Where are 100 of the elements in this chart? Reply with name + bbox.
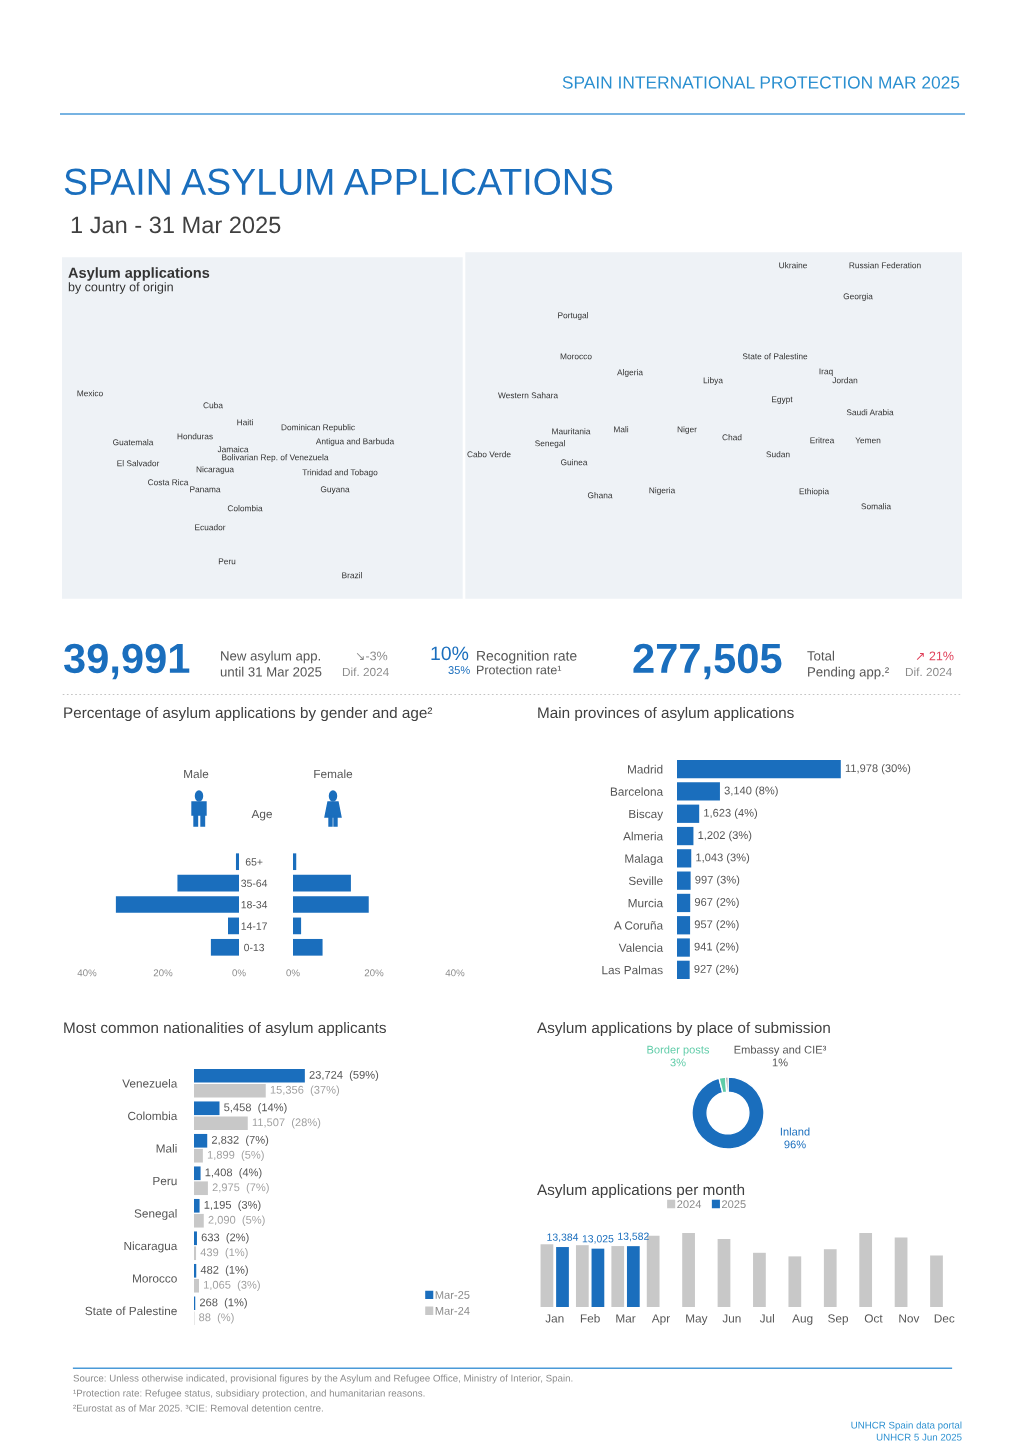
text: Sudan [766, 451, 790, 458]
bar [194, 1148, 203, 1163]
bar [677, 871, 691, 890]
text: 39,991 [63, 643, 190, 680]
text: Ethiopia [799, 488, 830, 496]
text: Protection rate¹ [477, 665, 562, 675]
bar [753, 1252, 766, 1307]
bar [611, 1246, 625, 1307]
text: Bolivarian Rep. of Venezuela [222, 454, 329, 462]
x-tick-label: Aug [792, 1314, 813, 1325]
data-label: 13,025 [582, 1235, 614, 1244]
bar [293, 938, 323, 956]
data-label: 941 (2%) [694, 942, 739, 953]
y-tick-label: 65+ [245, 858, 263, 866]
data-label: 268 (1%) [199, 1298, 247, 1309]
x-tick-label: Mar [616, 1314, 636, 1323]
x-tick-label: Jun [722, 1314, 741, 1323]
bar [556, 1247, 569, 1307]
text: Cuba [203, 402, 223, 409]
text: Mauritania [552, 428, 591, 435]
text: Georgia [843, 293, 873, 301]
bar [677, 804, 700, 823]
text: 1 Jan - 31 Mar 2025 [71, 216, 281, 234]
legend-label: Mar-24 [435, 1306, 470, 1315]
chart-title: Most common nationalities of asylum applicants [64, 1021, 386, 1037]
data-label: 11,978 (30%) [845, 763, 911, 775]
text: Guyana [320, 486, 350, 494]
chart-title: Asylum applications per month [537, 1183, 745, 1199]
text: Morocco [560, 353, 592, 360]
text: SPAIN INTERNATIONAL PROTECTION MAR 2025 [562, 76, 960, 89]
y-tick-label: 35-64 [241, 879, 268, 887]
data-label: 1,195 (3%) [204, 1200, 261, 1211]
bar [682, 1233, 695, 1307]
source-note: Source: Unless otherwise indicated, provisional figures by the Asylum and Refugee Office, Ministry of Interior, Spain. [73, 1374, 573, 1384]
x-tick-label: Dec [934, 1314, 955, 1323]
text: Libya [703, 377, 723, 385]
chart-title: Percentage of asylum applications by gender and age² [64, 706, 433, 722]
bar [194, 1101, 220, 1116]
text: Nigeria [649, 487, 676, 495]
x-tick-label: Nov [899, 1314, 920, 1323]
data-label: 3% [670, 1058, 686, 1067]
slice-label: Border posts [647, 1045, 710, 1056]
legend-label: Mar-25 [435, 1291, 470, 1299]
bar [823, 1249, 837, 1307]
y-tick-label: Morocco [133, 1274, 177, 1283]
y-tick-label: Almeria [623, 831, 664, 841]
text: Somalia [861, 503, 892, 510]
data-label: 967 (2%) [694, 897, 739, 909]
bar [626, 1246, 640, 1307]
text: Mexico [77, 390, 103, 397]
bar [194, 1181, 208, 1196]
text: Ecuador [195, 524, 226, 531]
text: El Salvador [117, 460, 160, 467]
y-tick-label: Barcelona [610, 787, 664, 796]
text: Total [807, 650, 834, 661]
data-label: 1,202 (3%) [698, 830, 752, 842]
x-tick-label: 20% [153, 969, 173, 977]
bar [575, 1245, 589, 1307]
text: Panama [190, 486, 221, 493]
y-tick-label: Murcia [628, 898, 664, 908]
text: UNHCR Spain data portal [851, 1421, 962, 1431]
bar [194, 1278, 199, 1293]
text: ¹Protection rate: Refugee status, subsidiary protection, and humanitarian reasons. [73, 1389, 425, 1399]
slice-label: Embassy and CIE³ [734, 1045, 827, 1056]
bar [194, 1246, 197, 1261]
text: Recognition rate [477, 650, 577, 664]
bar [177, 874, 239, 892]
text: Dominican Republic [281, 424, 355, 432]
text: Peru [218, 558, 236, 565]
text: by country of origin [68, 282, 173, 294]
y-tick-label: Nicaragua [124, 1241, 178, 1253]
text: UNHCR 5 Jun 2025 [876, 1433, 962, 1441]
y-tick-label: 0-13 [244, 943, 265, 952]
text: Jordan [832, 377, 858, 384]
bar [293, 874, 351, 892]
bar [210, 938, 239, 956]
text: Honduras [177, 433, 213, 440]
text: Eritrea [810, 437, 835, 444]
text: Trinidad and Tobago [302, 469, 378, 477]
bar [930, 1255, 943, 1307]
data-label: 1,043 (3%) [696, 853, 750, 864]
y-tick-label: Las Palmas [602, 965, 663, 975]
text: Senegal [535, 440, 565, 448]
x-tick-label: 20% [364, 969, 384, 977]
bar [194, 1263, 197, 1278]
text: Dif. 2024 [905, 667, 952, 677]
text: Guatemala [113, 439, 154, 446]
y-tick-label: State of Palestine [85, 1306, 177, 1316]
bar [677, 893, 691, 913]
text: Iraq [819, 368, 833, 376]
text: Dif. 2024 [342, 667, 389, 677]
text: Antigua and Barbuda [315, 438, 395, 446]
slice-label: Inland [780, 1127, 810, 1136]
bar [677, 826, 694, 846]
data-label: 13,582 [618, 1232, 649, 1242]
text: State of Palestine [742, 353, 808, 360]
text: 277,505 [633, 643, 782, 680]
bar [293, 917, 302, 935]
y-tick-label: Seville [628, 876, 663, 886]
text: Saudi Arabia [846, 409, 894, 416]
